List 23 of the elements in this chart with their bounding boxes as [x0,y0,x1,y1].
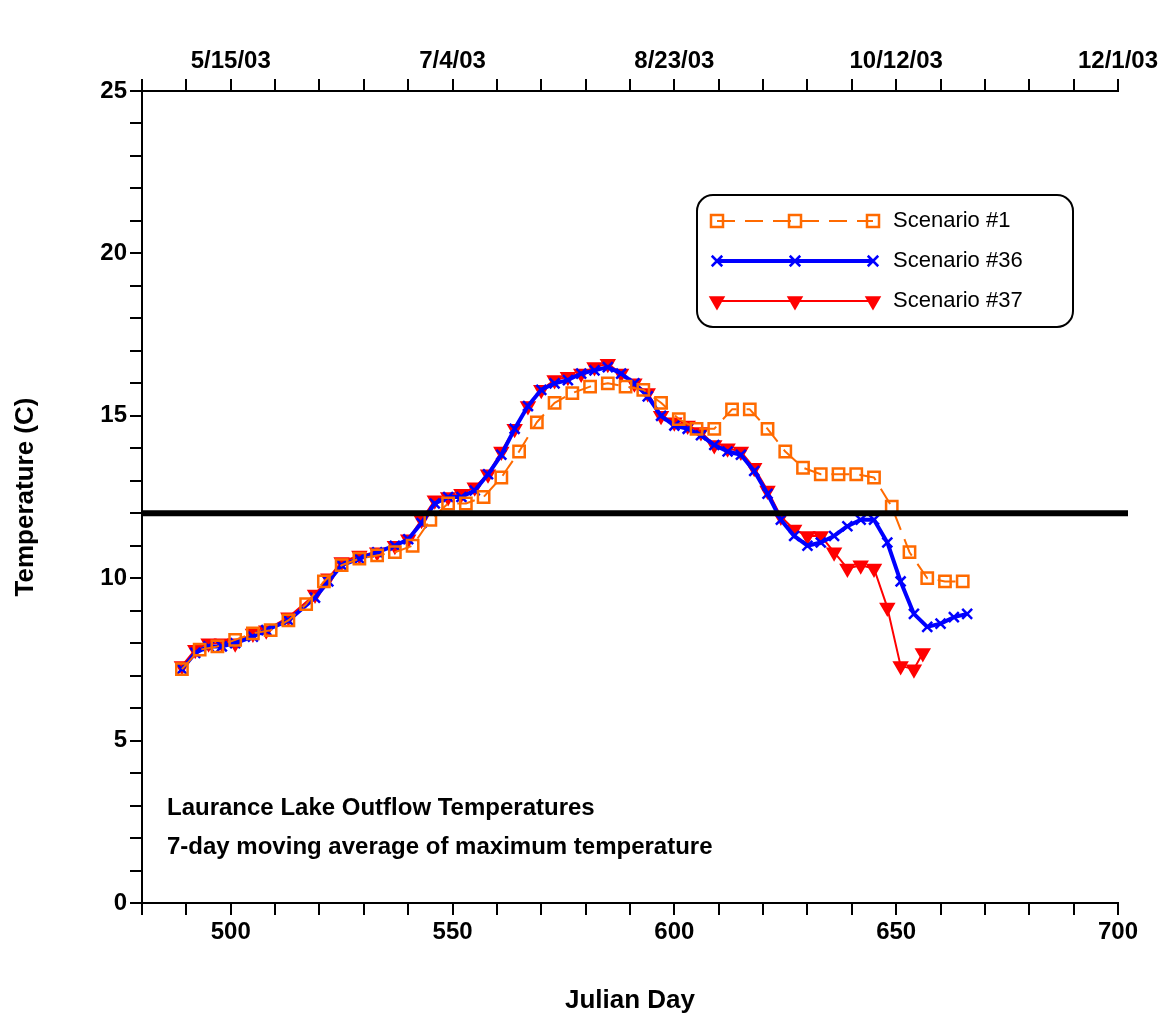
y-tick-label: 15 [100,400,127,428]
legend-label: Scenario #1 [893,207,1011,233]
legend-label: Scenario #37 [893,287,1023,313]
y-tick-label: 20 [100,238,127,266]
y-tick-label: 25 [100,75,127,103]
y-tick-label: 0 [113,887,127,915]
y-axis-title: Temperature (C) [8,397,39,597]
x2-tick-label: 7/4/03 [419,46,486,74]
x-axis-title: Julian Day [564,983,696,1014]
x2-tick-label: 8/23/03 [634,46,715,74]
x2-tick-label: 12/1/03 [1077,46,1159,74]
y-tick-label: 10 [100,562,127,590]
x-tick-label: 700 [1097,917,1139,945]
x2-tick-label: 5/15/03 [190,46,271,74]
annotation: 7-day moving average of maximum temperature [167,831,713,859]
x2-tick-label: 10/12/03 [849,46,943,74]
x-tick-label: 500 [210,917,251,945]
legend-label: Scenario #36 [893,247,1023,273]
y-tick-label: 5 [113,725,127,753]
x-tick-label: 550 [432,917,473,945]
x-tick-label: 600 [654,917,695,945]
annotation: Laurance Lake Outflow Temperatures [167,792,595,820]
x-tick-label: 650 [876,917,917,945]
